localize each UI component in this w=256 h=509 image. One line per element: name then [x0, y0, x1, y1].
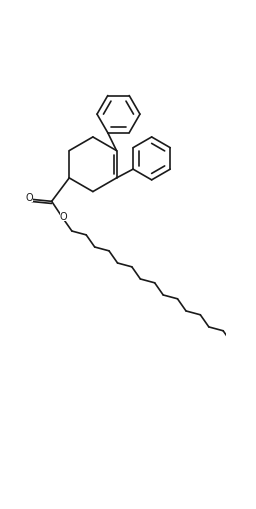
- Text: O: O: [25, 193, 33, 203]
- Text: O: O: [60, 211, 67, 221]
